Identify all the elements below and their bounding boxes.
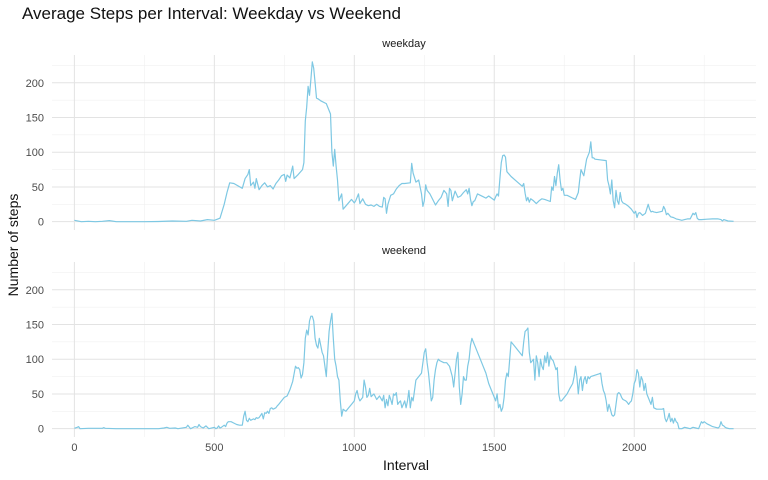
x-tick-label: 1500: [482, 442, 506, 454]
y-tick-label: 200: [26, 285, 44, 297]
y-tick-label: 150: [26, 320, 44, 332]
y-tick-label: 0: [38, 217, 44, 229]
x-tick-label: 500: [205, 442, 223, 454]
series-lines: [74, 61, 734, 430]
chart-title: Average Steps per Interval: Weekday vs W…: [22, 4, 401, 23]
y-tick-label: 100: [26, 354, 44, 366]
strip-labels: weekday weekend: [381, 38, 426, 257]
facet-strip-weekday: weekday: [381, 38, 426, 50]
y-tick-labels: 0 50 100 150 200 0 50 100 150 200: [26, 78, 44, 436]
grid-layer: [52, 55, 756, 437]
x-tick-label: 0: [71, 442, 77, 454]
y-tick-label: 200: [26, 78, 44, 90]
y-tick-label: 50: [32, 389, 44, 401]
x-tick-label: 2000: [622, 442, 646, 454]
series-line-weekend: [74, 312, 734, 430]
y-tick-label: 100: [26, 147, 44, 159]
y-tick-label: 50: [32, 182, 44, 194]
facet-strip-weekend: weekend: [381, 245, 426, 257]
x-tick-label: 1000: [342, 442, 366, 454]
x-axis-title: Interval: [383, 457, 429, 473]
y-tick-label: 0: [38, 424, 44, 436]
series-line-weekday: [74, 61, 734, 223]
y-tick-label: 150: [26, 113, 44, 125]
y-axis-title: Number of steps: [5, 194, 21, 297]
x-tick-labels: 0 500 1000 1500 2000: [71, 442, 646, 454]
